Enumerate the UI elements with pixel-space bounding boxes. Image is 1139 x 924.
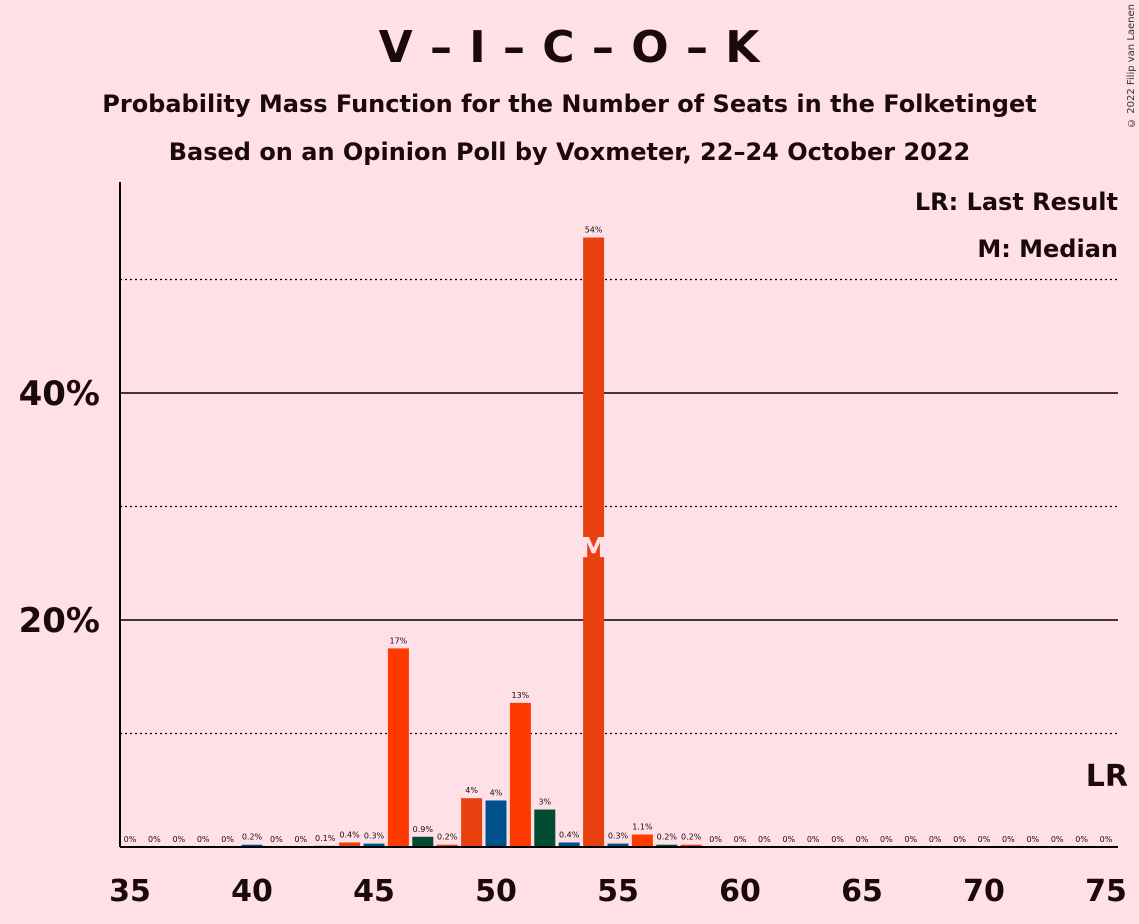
x-tick-label: 65 — [841, 874, 883, 909]
bar-seat-49 — [461, 798, 483, 847]
bar-label-seat-41: 0% — [270, 835, 283, 844]
x-tick-label: 45 — [353, 874, 395, 909]
x-tick-label: 50 — [475, 874, 517, 909]
bar-seat-40 — [241, 844, 263, 847]
bar-label-seat-48: 0.2% — [437, 833, 458, 842]
bar-seat-54 — [583, 237, 605, 847]
bar-label-seat-60: 0% — [734, 835, 747, 844]
x-tick-label: 70 — [963, 874, 1005, 909]
bar-seat-47 — [412, 836, 434, 847]
bar-label-seat-46: 17% — [390, 636, 408, 645]
bar-label-seat-49: 4% — [465, 786, 478, 795]
x-tick-label: 55 — [597, 874, 639, 909]
bar-label-seat-61: 0% — [758, 835, 771, 844]
bar-label-seat-74: 0% — [1075, 835, 1088, 844]
y-tick-label: 20% — [19, 601, 100, 641]
bar-label-seat-45: 0.3% — [364, 832, 385, 841]
bar-label-seat-75: 0% — [1100, 835, 1113, 844]
bar-seat-56 — [631, 834, 653, 847]
x-tick-label: 75 — [1085, 874, 1127, 909]
bar-label-seat-64: 0% — [831, 835, 844, 844]
bar-label-seat-72: 0% — [1026, 835, 1039, 844]
bar-label-seat-38: 0% — [197, 835, 210, 844]
bar-label-seat-68: 0% — [929, 835, 942, 844]
axes: 35 40 45 50 55 60 65 70 75 20% 40% — [19, 182, 1127, 909]
x-tick-label: 35 — [109, 874, 151, 909]
bar-label-seat-62: 0% — [782, 835, 795, 844]
bar-label-seat-53: 0.4% — [559, 830, 580, 839]
bar-label-seat-42: 0% — [294, 835, 307, 844]
bar-label-seat-56: 1.1% — [632, 823, 653, 832]
bar-seat-44 — [339, 842, 361, 847]
legend-median: M: Median — [977, 235, 1118, 263]
bar-label-seat-52: 3% — [538, 798, 551, 807]
bar-seat-46 — [387, 648, 409, 847]
bar-label-seat-71: 0% — [1002, 835, 1015, 844]
bar-label-seat-63: 0% — [807, 835, 820, 844]
bar-label-seat-59: 0% — [709, 835, 722, 844]
bar-seat-52 — [534, 809, 556, 847]
gridlines — [120, 278, 1118, 735]
bar-label-seat-40: 0.2% — [242, 833, 263, 842]
bar-seat-57 — [656, 844, 678, 847]
bar-label-seat-35: 0% — [124, 835, 137, 844]
chart-subtitle: Probability Mass Function for the Number… — [102, 90, 1037, 118]
median-marker: M — [580, 531, 608, 564]
legend: LR: Last Result M: Median M LR — [580, 188, 1128, 794]
y-tick-label: 40% — [19, 374, 100, 414]
bar-seat-58 — [680, 844, 702, 847]
bar-seat-55 — [607, 843, 629, 847]
bar-value-labels: 0% 0% 0% 0% 0% 0.2% 0% 0% 0.1% 0.4% 0.3%17%0.9%0.2… — [124, 226, 1113, 844]
bar-seat-51 — [509, 702, 531, 847]
chart-subtitle-poll: Based on an Opinion Poll by Voxmeter, 22… — [168, 138, 971, 166]
bar-label-seat-36: 0% — [148, 835, 161, 844]
bar-seat-48 — [436, 844, 458, 847]
bar-label-seat-39: 0% — [221, 835, 234, 844]
bar-label-seat-54: 54% — [585, 226, 603, 235]
bar-label-seat-44: 0.4% — [339, 830, 360, 839]
bar-label-seat-43: 0.1% — [315, 834, 336, 843]
bar-series — [241, 237, 702, 847]
bar-label-seat-70: 0% — [978, 835, 991, 844]
bar-seat-53 — [558, 842, 580, 847]
bar-label-seat-67: 0% — [904, 835, 917, 844]
bar-seat-50 — [485, 800, 507, 847]
bar-seat-45 — [363, 843, 385, 847]
x-tick-label: 60 — [719, 874, 761, 909]
bar-label-seat-65: 0% — [856, 835, 869, 844]
last-result-marker: LR — [1086, 759, 1128, 794]
bar-label-seat-51: 13% — [512, 691, 530, 700]
x-tick-label: 40 — [231, 874, 273, 909]
chart-title: V – I – C – O – K — [378, 22, 761, 73]
bar-label-seat-55: 0.3% — [608, 832, 629, 841]
bar-label-seat-50: 4% — [490, 788, 503, 797]
bar-label-seat-37: 0% — [172, 835, 185, 844]
legend-last-result: LR: Last Result — [915, 188, 1118, 216]
bar-label-seat-73: 0% — [1051, 835, 1064, 844]
bar-label-seat-47: 0.9% — [413, 825, 434, 834]
bar-label-seat-69: 0% — [953, 835, 966, 844]
bar-label-seat-58: 0.2% — [681, 833, 702, 842]
bar-label-seat-66: 0% — [880, 835, 893, 844]
bar-label-seat-57: 0.2% — [657, 833, 678, 842]
